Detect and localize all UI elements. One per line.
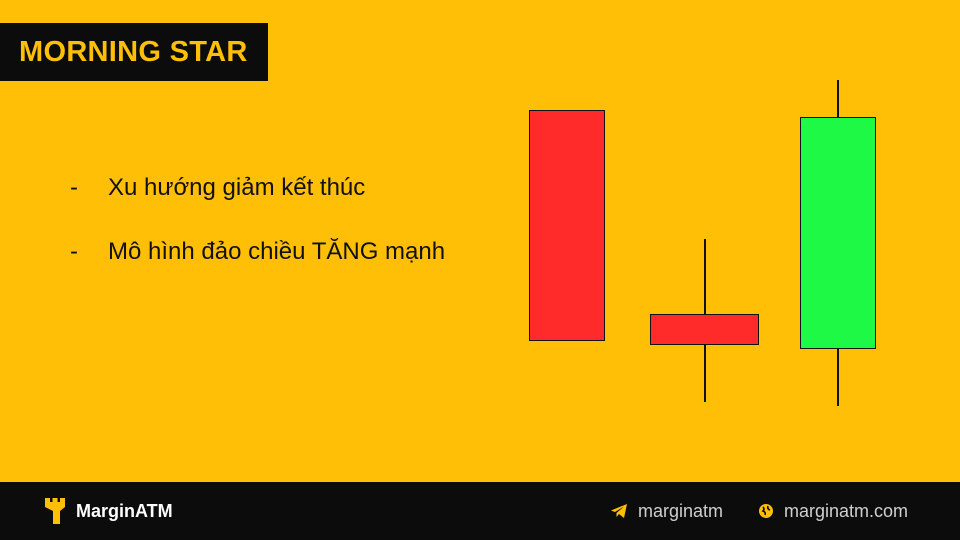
footer-bar: MarginATM marginatm marginatm.com [0, 482, 960, 540]
bullet-text: Mô hình đảo chiều TĂNG mạnh [108, 238, 446, 265]
telegram-handle: marginatm [638, 500, 724, 521]
bullish-candle [800, 80, 876, 406]
brand: MarginATM [44, 482, 173, 540]
bullet-marker: - [70, 238, 78, 265]
telegram-icon [611, 504, 627, 518]
title-banner: MORNING STAR [0, 23, 268, 81]
bullet-item: - Mô hình đảo chiều TĂNG mạnh [70, 236, 445, 268]
candle-body [800, 117, 876, 349]
bullet-text: Xu hướng giảm kết thúc [108, 174, 366, 201]
telegram-link[interactable]: marginatm [610, 482, 723, 540]
candle-body [529, 110, 605, 341]
small-bearish-candle [650, 239, 759, 402]
brand-name: MarginATM [76, 500, 173, 521]
website-url: marginatm.com [784, 500, 909, 521]
candle-body [650, 314, 759, 345]
castle-tower-icon [45, 498, 65, 524]
page-title: MORNING STAR [19, 35, 248, 68]
bullet-list: - Xu hướng giảm kết thúc - Mô hình đảo c… [70, 172, 445, 300]
bullet-marker: - [70, 174, 78, 201]
bullet-item: - Xu hướng giảm kết thúc [70, 172, 445, 204]
globe-icon [759, 504, 773, 518]
bearish-candle [529, 110, 605, 341]
website-link[interactable]: marginatm.com [758, 482, 908, 540]
